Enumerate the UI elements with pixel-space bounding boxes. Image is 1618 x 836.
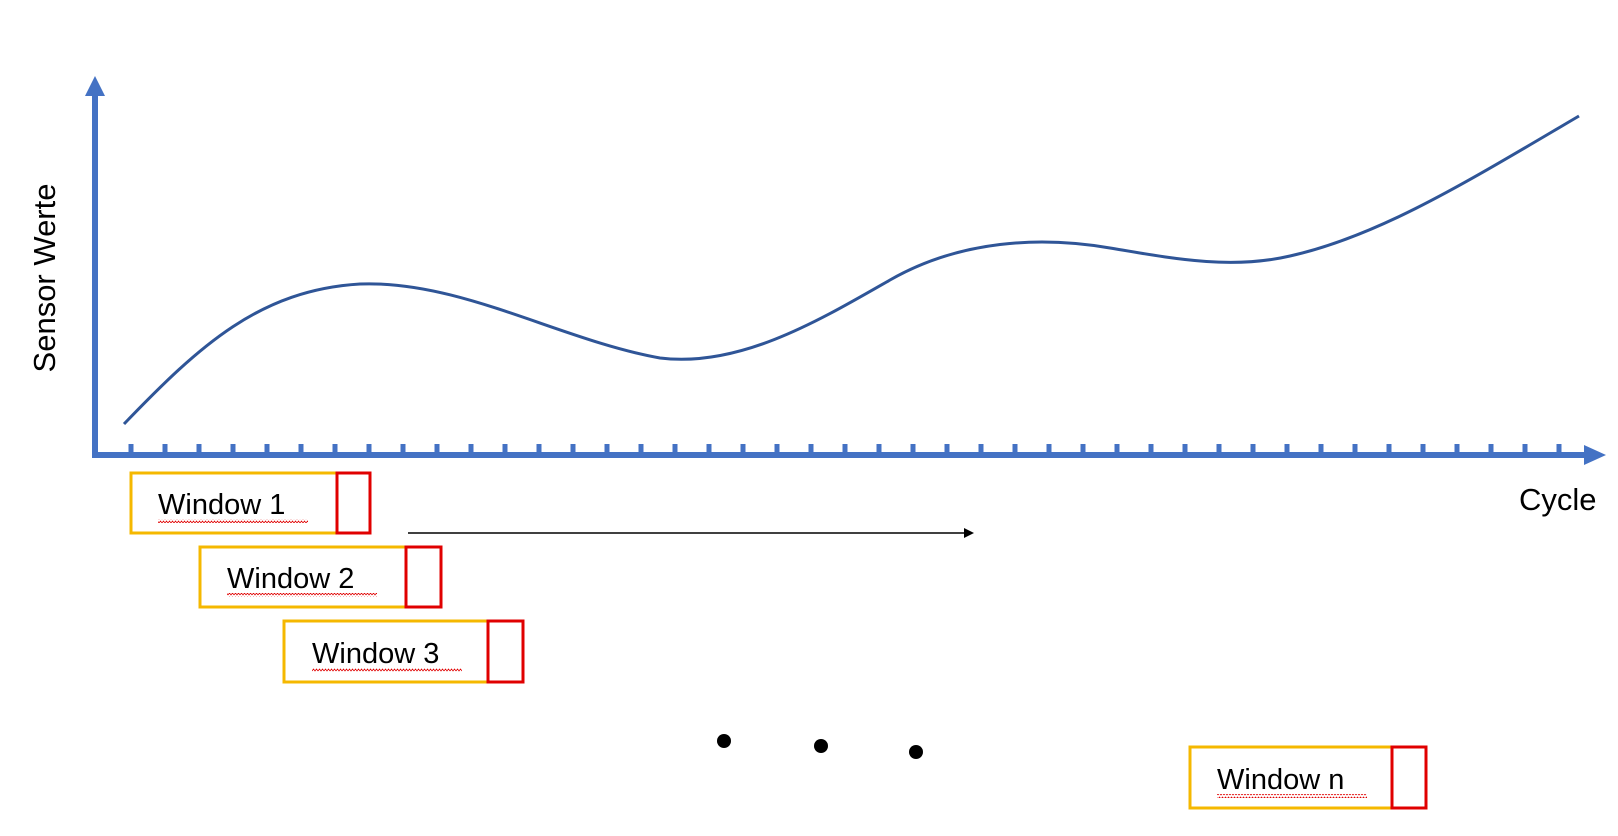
window-1-label: Window 1 (158, 489, 285, 521)
window-2-spellcheck (227, 593, 377, 597)
ellipsis-dot-2 (814, 739, 828, 753)
ellipsis-dot-1 (717, 734, 731, 748)
sensor-curve (122, 114, 1580, 426)
ellipsis-dot-3 (909, 745, 923, 759)
window-n-label: Window n (1217, 764, 1344, 796)
window-n-target (1390, 745, 1428, 810)
y-axis-arrowhead (85, 76, 105, 96)
window-1-spellcheck (158, 519, 308, 523)
x-axis-label: Cycle (1519, 482, 1597, 517)
window-1-target (335, 471, 372, 535)
window-n-spellcheck (1217, 794, 1367, 798)
x-axis-ticks (128, 444, 1562, 455)
window-3-target (486, 619, 525, 684)
window-2-label: Window 2 (227, 563, 354, 595)
window-n: Window n (1188, 745, 1428, 810)
window-1: Window 1 (129, 471, 372, 535)
window-2: Window 2 (198, 545, 443, 609)
window-3-spellcheck (312, 668, 462, 672)
y-axis-label: Sensor Werte (27, 184, 62, 373)
window-3: Window 3 (282, 619, 525, 684)
window-3-label: Window 3 (312, 638, 439, 670)
ellipsis (717, 734, 923, 759)
x-axis-arrowhead (1584, 445, 1606, 465)
window-2-target (404, 545, 443, 609)
